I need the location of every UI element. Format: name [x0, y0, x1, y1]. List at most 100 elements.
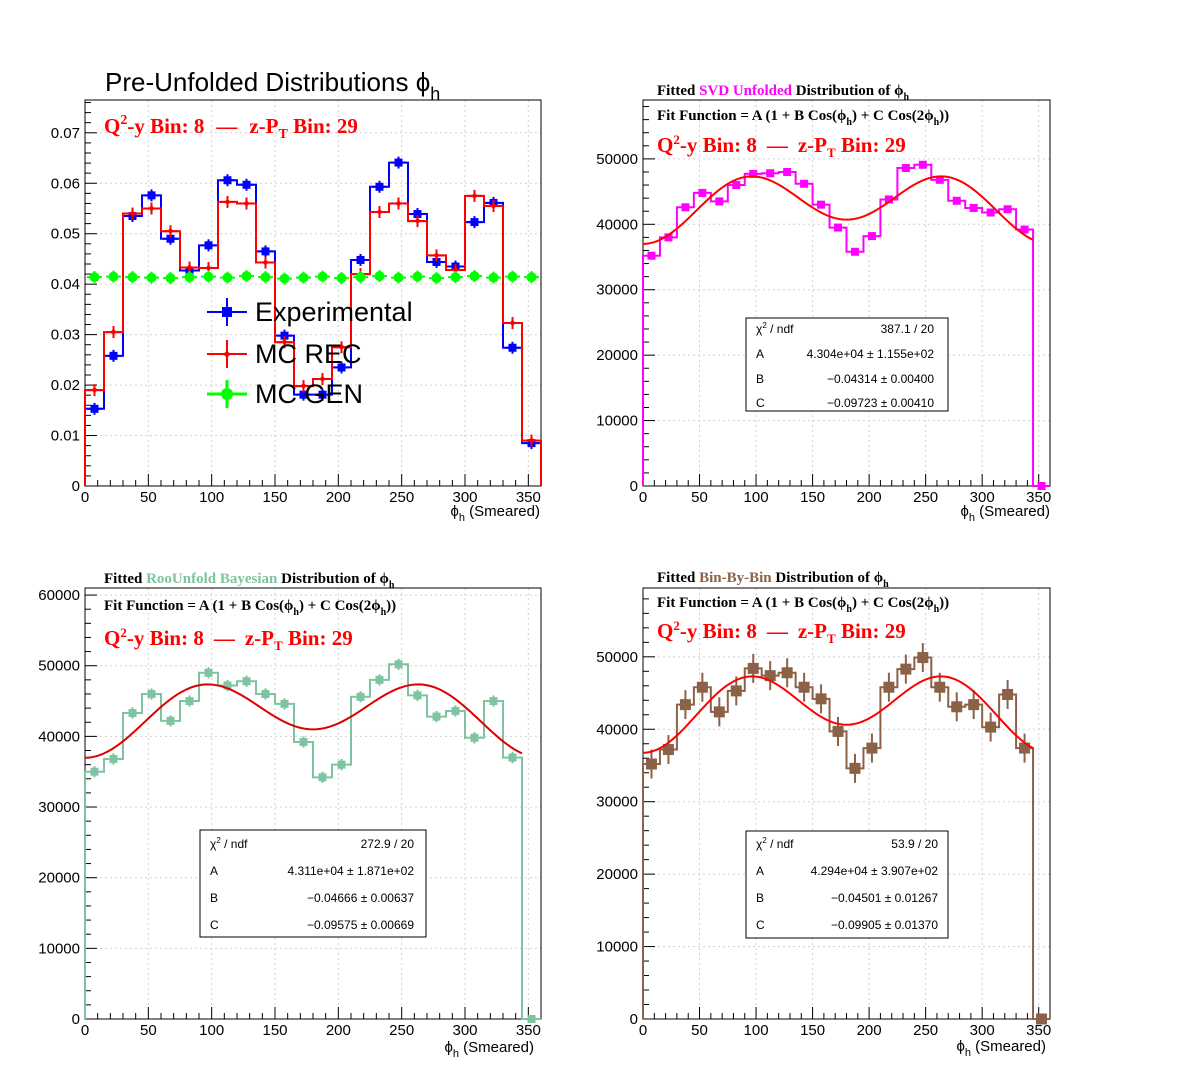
p3-bin-label: Q2-y Bin: 8— z-PT Bin: 29 [657, 618, 906, 646]
y-tick-label: 40000 [596, 721, 638, 738]
data-point-svd-unfolded [969, 203, 978, 212]
roounfold-bayesian-panel: 0 50 100 150 200 250 300 350 0 10000 20000 30000 400… [38, 587, 542, 1039]
data-point-bin-by-bin [713, 706, 725, 718]
histogram-step-svd-unfolded [642, 163, 1050, 487]
x-tick-label: 150 [262, 489, 287, 506]
data-point-experimental [90, 404, 99, 413]
y-tick-label: 10000 [596, 939, 638, 956]
data-point-svd-unfolded [901, 164, 910, 173]
p3-stat-b: −0.04501 ± 0.01267 [831, 891, 938, 905]
x-tick-label: 50 [691, 1022, 708, 1039]
data-point-roounfold-bayesian [128, 709, 137, 718]
x-tick-label: 250 [389, 1022, 414, 1039]
data-point-svd-unfolded [817, 200, 826, 209]
p2-stat-chi2-label: χ2 / ndf [210, 836, 248, 851]
data-point-svd-unfolded [1037, 482, 1046, 490]
data-point-bin-by-bin [696, 681, 708, 693]
histogram-step-bin-by-bin [642, 656, 1050, 1020]
data-point-svd-unfolded [732, 181, 741, 190]
p1-stat-b-label: B [756, 372, 764, 386]
y-tick-label: 0.02 [51, 377, 80, 394]
x-tick-label: 250 [389, 489, 414, 506]
p3-stat-b-label: B [756, 891, 764, 905]
x-tick-label: 150 [800, 1022, 825, 1039]
y-tick-label: 0.01 [51, 428, 80, 445]
x-tick-label: 300 [452, 1022, 477, 1039]
data-point-roounfold-bayesian [451, 706, 460, 715]
data-point-experimental [109, 351, 118, 360]
data-point-bin-by-bin [951, 701, 963, 713]
data-point-mc-rec: ✦ [488, 199, 500, 215]
data-point-mc-gen [260, 272, 271, 283]
data-point-roounfold-bayesian [356, 692, 365, 701]
data-point-roounfold-bayesian [90, 767, 99, 776]
data-point-svd-unfolded [918, 160, 927, 169]
y-tick-label: 40000 [596, 216, 638, 233]
x-tick-label: 0 [639, 489, 647, 506]
data-point-experimental [337, 363, 346, 372]
p2-bin-label: Q2-y Bin: 8— z-PT Bin: 29 [104, 625, 353, 653]
data-point-experimental [432, 257, 441, 266]
p1-stats-box: χ2 / ndf 387.1 / 20 A 4.304e+04 ± 1.155e… [745, 317, 949, 412]
fit-curve [642, 175, 1034, 245]
p1-bin-label: Q2-y Bin: 8— z-PT Bin: 29 [657, 132, 906, 160]
data-point-bin-by-bin [747, 662, 759, 674]
data-point-mc-gen [526, 272, 537, 283]
data-point-mc-rec: ✦ [222, 195, 234, 211]
data-point-roounfold-bayesian [375, 675, 384, 684]
data-point-mc-rec: ✦ [184, 261, 196, 277]
p1-stat-c-label: C [756, 396, 765, 410]
data-point-bin-by-bin [730, 685, 742, 697]
legend-mc-rec-label: MC REC [255, 339, 362, 369]
data-point-svd-unfolded [935, 175, 944, 184]
y-tick-label: 40000 [38, 728, 80, 745]
data-point-experimental [470, 218, 479, 227]
data-point-experimental [318, 390, 327, 399]
data-point-mc-gen [222, 272, 233, 283]
y-tick-label: 0 [72, 1011, 80, 1028]
data-point-bin-by-bin [900, 663, 912, 675]
y-tick-label: 30000 [38, 799, 80, 816]
p2-fit-function: Fit Function = A (1 + B Cos(ϕh) + C Cos(… [104, 598, 396, 618]
x-tick-label: 300 [452, 489, 477, 506]
data-point-mc-rec: ✦ [127, 207, 139, 223]
data-point-mc-gen [127, 272, 138, 283]
data-point-mc-gen [469, 271, 480, 282]
y-tick-label: 60000 [38, 587, 80, 604]
x-tick-label: 150 [800, 489, 825, 506]
data-point-svd-unfolded [715, 197, 724, 206]
data-point-mc-gen [431, 273, 442, 284]
p0-title: Pre-Unfolded Distributions ϕh [105, 67, 440, 104]
p3-stat-a-label: A [756, 864, 764, 878]
p1-fit-function: Fit Function = A (1 + B Cos(ϕh) + C Cos(… [657, 108, 949, 128]
legend-mc-rec: ✦ MC REC [207, 339, 362, 369]
p2-stat-b-label: B [210, 891, 218, 905]
y-tick-label: 0 [72, 478, 80, 495]
data-point-mc-rec: ✦ [393, 196, 405, 212]
data-point-mc-gen [165, 273, 176, 284]
data-point-mc-rec: ✦ [165, 224, 177, 240]
data-point-mc-rec: ✦ [431, 248, 443, 264]
p3-title: Fitted Bin-By-Bin Distribution of ϕh [657, 570, 889, 590]
data-point-roounfold-bayesian [109, 754, 118, 763]
y-tick-label: 50000 [38, 658, 80, 675]
data-point-bin-by-bin [1036, 1013, 1048, 1025]
svd-unfolded-panel: 0 50 100 150 200 250 300 350 0 10000 20000 30000 400… [596, 99, 1051, 506]
data-point-svd-unfolded [783, 167, 792, 176]
y-tick-label: 0.07 [51, 125, 80, 142]
data-point-roounfold-bayesian [242, 677, 251, 686]
p2-stat-chi2: 272.9 / 20 [361, 837, 415, 851]
x-tick-label: 0 [81, 489, 89, 506]
y-tick-label: 0.06 [51, 175, 80, 192]
y-tick-label: 0.05 [51, 226, 80, 243]
y-tick-label: 30000 [596, 794, 638, 811]
data-point-roounfold-bayesian [185, 697, 194, 706]
y-tick-label: 0 [630, 1011, 638, 1028]
data-point-experimental [413, 210, 422, 219]
x-tick-label: 50 [140, 1022, 157, 1039]
data-point-mc-gen [412, 271, 423, 282]
y-tick-label: 10000 [38, 940, 80, 957]
x-tick-label: 200 [857, 1022, 882, 1039]
data-point-svd-unfolded [681, 203, 690, 212]
data-point-bin-by-bin [815, 693, 827, 705]
